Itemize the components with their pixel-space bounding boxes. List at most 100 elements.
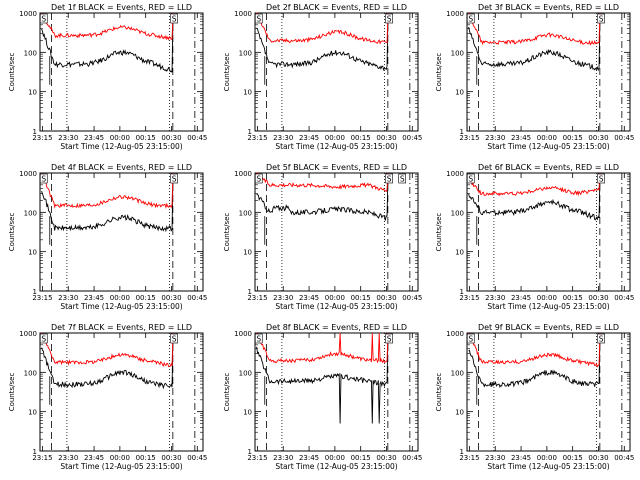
y-axis-label: Counts/sec [435,213,443,252]
flag-label: S [468,175,473,184]
chart-title: Det 6f BLACK = Events, RED = LLD [478,163,619,172]
flag-label: S [41,175,46,184]
y-tick-label: 1000 [446,330,464,338]
y-tick-label: 10 [243,249,252,257]
plot-frame [466,332,631,452]
y-tick-label: 10 [28,409,37,417]
flag-box [385,173,393,184]
x-tick-label: 23:45 [511,294,531,302]
y-tick-label: 100 [451,49,464,57]
x-tick-label: 00:45 [402,134,422,142]
flag-box [39,333,48,344]
x-tick-label: 00:45 [187,454,207,462]
y-tick-label: 10 [455,409,464,417]
series-line-events [256,193,388,221]
chart-panel-5: Det 5f BLACK = Events, RED = LLD 1 10 100 10… [223,163,422,311]
y-axis-label: Counts/sec [223,53,231,92]
flag-label: S [468,15,473,24]
x-tick-label: 23:15 [32,294,52,302]
x-tick-label: 00:15 [136,134,156,142]
x-tick-label: 00:45 [614,294,634,302]
chart-title: Det 4f BLACK = Events, RED = LLD [51,163,192,172]
flag-label: S [468,335,473,344]
x-tick-label: 23:45 [299,294,319,302]
series-line-lld [468,12,600,46]
plot-frame [39,332,204,452]
flag-label: S [256,335,261,344]
x-tick-label: 23:45 [84,294,104,302]
flag-box [398,173,407,184]
x-tick-label: 00:45 [614,134,634,142]
x-axis-label: Start Time (12-Aug-05 23:15:00) [487,462,609,471]
series-line-events [41,347,173,390]
series-line-events [468,349,600,388]
x-tick-label: 23:30 [485,134,505,142]
y-tick-label: 100 [239,49,252,57]
flag-label: S [172,175,177,184]
y-tick-label: 100 [451,209,464,217]
series-line-lld [468,332,600,368]
x-tick-label: 23:45 [84,134,104,142]
x-tick-label: 23:45 [511,134,531,142]
y-tick-label: 1000 [19,10,37,18]
y-tick-label: 1000 [19,170,37,178]
series-line-lld [468,179,600,197]
series-line-lld [41,12,173,41]
plot-frame [254,12,419,132]
flag-label: S [387,15,392,24]
x-tick-label: 00:00 [537,454,557,462]
y-tick-label: 1 [248,448,252,456]
plot-frame [39,12,204,132]
plot-frame [466,172,631,292]
plot-frame [254,172,419,292]
flag-label: S [599,15,604,24]
x-tick-label: 00:15 [136,294,156,302]
x-tick-label: 00:30 [588,134,608,142]
y-tick-label: 1000 [234,10,252,18]
chart-title: Det 5f BLACK = Events, RED = LLD [266,163,407,172]
series-line-events [468,26,600,72]
x-tick-label: 23:15 [32,134,52,142]
flag-box [385,333,393,344]
x-tick-label: 00:00 [325,454,345,462]
x-tick-label: 00:00 [325,294,345,302]
y-tick-label: 1 [33,288,37,296]
flag-box [466,13,475,24]
x-tick-label: 00:30 [376,454,396,462]
plot-frame [39,172,204,292]
y-tick-label: 10 [243,89,252,97]
y-axis-label: Counts/sec [8,373,16,412]
x-axis-label: Start Time (12-Aug-05 23:15:00) [487,142,609,151]
y-tick-label: 10 [28,89,37,97]
series-line-events [41,190,173,233]
y-tick-label: 1000 [19,330,37,338]
flag-label: S [387,335,392,344]
x-tick-label: 23:45 [511,454,531,462]
x-tick-label: 00:15 [351,134,371,142]
x-tick-label: 23:15 [247,454,267,462]
x-tick-label: 23:30 [485,294,505,302]
x-axis-label: Start Time (12-Aug-05 23:15:00) [60,462,182,471]
x-tick-label: 00:15 [136,454,156,462]
flag-box [254,333,263,344]
chart-panel-2: Det 2f BLACK = Events, RED = LLD 1 10 100 10… [223,3,422,151]
x-tick-label: 23:15 [247,294,267,302]
chart-panel-9: Det 9f BLACK = Events, RED = LLD 1 10 100 10… [435,323,634,471]
y-tick-label: 1 [248,288,252,296]
flag-label: S [387,175,392,184]
chart-title: Det 2f BLACK = Events, RED = LLD [266,3,407,12]
y-axis-label: Counts/sec [8,53,16,92]
x-tick-label: 23:15 [32,454,52,462]
x-tick-label: 00:00 [325,134,345,142]
x-axis-label: Start Time (12-Aug-05 23:15:00) [275,302,397,311]
x-axis-label: Start Time (12-Aug-05 23:15:00) [60,142,182,151]
flag-box [39,173,48,184]
x-tick-label: 23:30 [273,294,293,302]
flag-box [254,173,263,184]
x-tick-label: 23:30 [273,454,293,462]
x-axis-label: Start Time (12-Aug-05 23:15:00) [275,142,397,151]
y-tick-label: 1 [33,448,37,456]
chart-title: Det 3f BLACK = Events, RED = LLD [478,3,619,12]
flag-box [254,13,263,24]
y-tick-label: 100 [24,369,37,377]
